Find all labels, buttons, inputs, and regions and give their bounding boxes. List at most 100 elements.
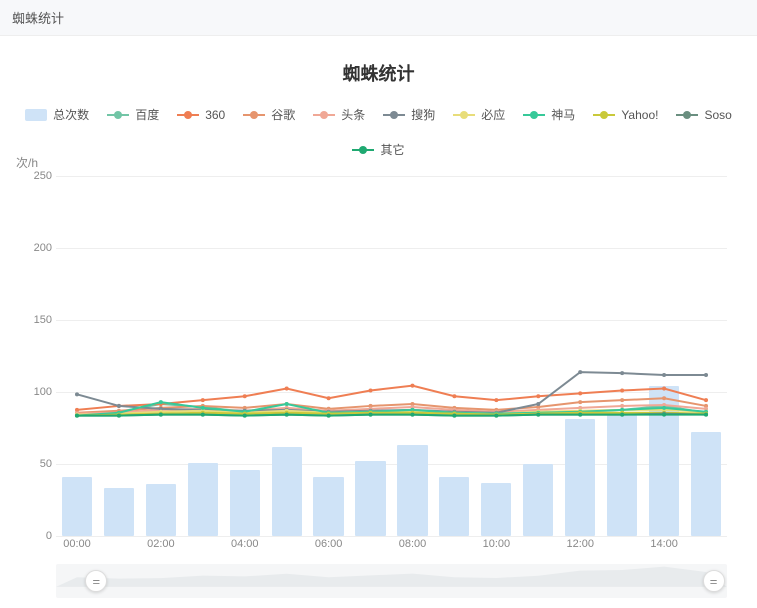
y-tick-label: 250 — [34, 170, 52, 182]
line-series-marker — [620, 398, 624, 402]
line-series-marker — [452, 394, 456, 398]
line-series-marker — [620, 371, 624, 375]
data-zoom-slider[interactable]: = = — [56, 564, 727, 598]
line-series-marker — [201, 413, 205, 417]
legend-item[interactable]: Soso — [676, 106, 731, 123]
line-series-marker — [494, 398, 498, 402]
bar — [607, 415, 637, 536]
line-series-marker — [578, 370, 582, 374]
bar — [481, 483, 511, 536]
slider-overview-shape — [56, 564, 727, 587]
legend-swatch — [107, 114, 129, 116]
grid-line — [56, 536, 727, 537]
x-tick-label: 06:00 — [315, 538, 343, 550]
line-series-marker — [285, 413, 289, 417]
legend-label: 神马 — [551, 106, 575, 123]
line-series-marker — [662, 406, 666, 410]
legend-label: 总次数 — [53, 106, 89, 123]
line-series-marker — [75, 392, 79, 396]
y-tick-label: 0 — [46, 530, 52, 542]
line-series-marker — [285, 387, 289, 391]
x-tick-label: 04:00 — [231, 538, 259, 550]
bar — [523, 464, 553, 536]
line-series-marker — [243, 414, 247, 418]
legend-item-total[interactable]: 总次数 — [25, 106, 89, 123]
y-axis-unit: 次/h — [16, 154, 38, 171]
slider-overview-path — [56, 567, 727, 587]
legend-swatch — [453, 114, 475, 116]
legend-label: 必应 — [481, 106, 505, 123]
slider-handle-right[interactable]: = — [703, 570, 725, 592]
bar — [104, 488, 134, 536]
line-series-marker — [704, 398, 708, 402]
line-series-marker — [662, 373, 666, 377]
legend-item[interactable]: 神马 — [523, 106, 575, 123]
x-tick-label: 00:00 — [63, 538, 91, 550]
line-series-marker — [452, 414, 456, 418]
legend-item[interactable]: 百度 — [107, 106, 159, 123]
line-series-marker — [201, 398, 205, 402]
legend-item[interactable]: 其它 — [352, 141, 404, 158]
legend-label: 头条 — [341, 106, 365, 123]
line-series — [56, 176, 727, 418]
y-tick-label: 50 — [40, 458, 52, 470]
bar — [691, 432, 721, 536]
x-tick-label: 02:00 — [147, 538, 175, 550]
bar — [188, 463, 218, 536]
line-series-marker — [285, 402, 289, 406]
legend-label: 谷歌 — [271, 106, 295, 123]
y-tick-label: 200 — [34, 242, 52, 254]
line-series-marker — [704, 373, 708, 377]
x-tick-label: 08:00 — [399, 538, 427, 550]
legend-label: 360 — [205, 108, 225, 122]
bar — [313, 477, 343, 536]
legend-item[interactable]: 搜狗 — [383, 106, 435, 123]
line-series-marker — [620, 413, 624, 417]
line-series-marker — [327, 414, 331, 418]
page-header: 蜘蛛统计 — [0, 0, 757, 36]
legend-swatch — [243, 114, 265, 116]
line-series-marker — [327, 396, 331, 400]
slider-handle-left[interactable]: = — [85, 570, 107, 592]
chart-container: 蜘蛛统计 总次数百度360谷歌头条搜狗必应神马Yahoo!Soso其它 次/h … — [0, 36, 757, 598]
breadcrumb: 蜘蛛统计 — [12, 11, 64, 26]
legend-label: 其它 — [380, 141, 404, 158]
x-tick-label: 10:00 — [483, 538, 511, 550]
x-tick-label: 14:00 — [650, 538, 678, 550]
bar — [146, 484, 176, 536]
legend-swatch — [593, 114, 615, 116]
y-axis: 050100150200250 — [10, 176, 52, 536]
line-series-marker — [117, 404, 121, 408]
legend-label: Soso — [704, 108, 731, 122]
line-series-marker — [494, 414, 498, 418]
line-series-marker — [201, 406, 205, 410]
bar — [439, 477, 469, 536]
line-series-marker — [75, 414, 79, 418]
legend-item[interactable]: Yahoo! — [593, 106, 658, 123]
legend-label: 百度 — [135, 106, 159, 123]
line-series-marker — [662, 413, 666, 417]
line-series-marker — [159, 400, 163, 404]
line-series-marker — [159, 413, 163, 417]
legend-swatch — [523, 114, 545, 116]
line-series-marker — [536, 394, 540, 398]
legend-swatch — [383, 114, 405, 116]
legend-swatch — [177, 114, 199, 116]
bar — [230, 470, 260, 536]
legend-item[interactable]: 必应 — [453, 106, 505, 123]
legend-item[interactable]: 头条 — [313, 106, 365, 123]
legend-label: Yahoo! — [621, 108, 658, 122]
line-series-marker — [578, 400, 582, 404]
line-series-marker — [369, 388, 373, 392]
legend-item[interactable]: 360 — [177, 106, 225, 123]
chart-legend: 总次数 百度 360 谷歌 头条 搜狗 必应 神马 Yahoo! Soso 其它 — [0, 106, 757, 176]
line-series-marker — [243, 394, 247, 398]
line-series-marker — [117, 414, 121, 418]
line-series-marker — [578, 413, 582, 417]
bar — [565, 419, 595, 536]
y-tick-label: 100 — [34, 386, 52, 398]
legend-item[interactable]: 谷歌 — [243, 106, 295, 123]
bar — [397, 445, 427, 536]
x-axis: 00:0002:0004:0006:0008:0010:0012:0014:00 — [56, 538, 727, 554]
legend-swatch — [313, 114, 335, 116]
